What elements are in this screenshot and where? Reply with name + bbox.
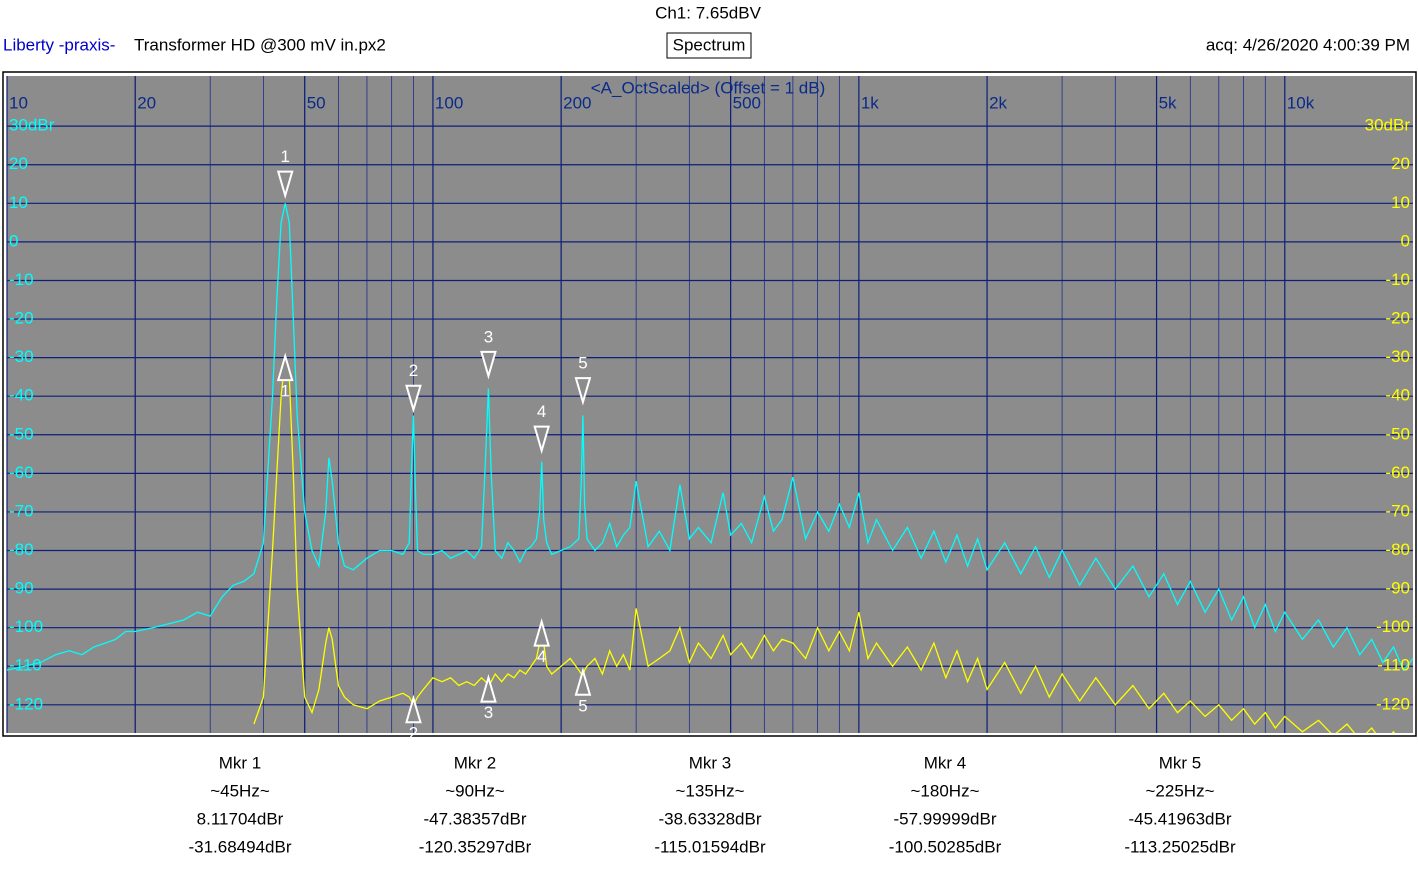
y2-tick-label: -90: [1385, 579, 1410, 598]
x-tick-label: 100: [435, 93, 463, 112]
y-tick-label: 10: [9, 193, 28, 212]
y-tick-label: 0: [9, 231, 18, 250]
marker-triangle: [276, 352, 294, 382]
marker-id: 3: [484, 327, 493, 346]
marker-freq: ~90Hz~: [445, 781, 505, 800]
marker-value: -57.99999dBr: [893, 809, 996, 828]
y2-tick-label: -110: [1377, 656, 1410, 675]
x-tick-label: 500: [733, 93, 761, 112]
marker-value: -38.63328dBr: [658, 809, 761, 828]
trace: [7, 203, 1413, 672]
x-tick-label: 10k: [1287, 93, 1315, 112]
chart-title: <A_OctScaled> (Offset = 1 dB): [591, 78, 826, 97]
x-tick-label: 200: [563, 93, 591, 112]
marker-name: Mkr 4: [924, 753, 967, 772]
mode[interactable]: Spectrum: [673, 35, 746, 54]
y-tick-label: -50: [9, 424, 34, 443]
marker-id: 4: [537, 647, 546, 666]
channel-level: Ch1: 7.65dBV: [655, 3, 762, 22]
marker-value: -113.25025dBr: [1124, 837, 1236, 856]
marker-id: 2: [409, 361, 418, 380]
x-tick-label: 5k: [1159, 93, 1177, 112]
marker-value: -115.01594dBr: [654, 837, 766, 856]
marker-freq: ~180Hz~: [911, 781, 980, 800]
y2-tick-label: -100: [1376, 617, 1410, 636]
marker-name: Mkr 3: [689, 753, 732, 772]
marker-value: -47.38357dBr: [423, 809, 526, 828]
marker-triangle: [574, 667, 592, 696]
marker-triangle: [276, 170, 294, 200]
marker-id: 5: [578, 696, 587, 715]
marker-value: -31.68494dBr: [188, 837, 291, 856]
x-tick-label: 2k: [989, 93, 1007, 112]
marker-id: 3: [484, 703, 493, 722]
y-tick-label: -80: [9, 540, 34, 559]
brand: Liberty -praxis-: [3, 35, 115, 54]
y-tick-label: -40: [9, 386, 34, 405]
marker-name: Mkr 1: [219, 753, 262, 772]
marker-triangle: [480, 674, 497, 703]
marker-value: 8.11704dBr: [197, 809, 284, 828]
y-tick-label: -100: [9, 617, 43, 636]
marker-id: 5: [578, 354, 587, 373]
grid: [6, 76, 1413, 733]
marker-triangle: [533, 425, 550, 455]
marker-id: 2: [409, 724, 418, 743]
marker-triangle: [405, 384, 422, 414]
y-tick-label: -90: [9, 579, 34, 598]
marker-value: -100.50285dBr: [889, 837, 1002, 856]
labels: 10 20 50 100 200 500 1k 2k 5k 10k30dBr20100-10-20…: [9, 93, 1410, 742]
y2-tick-label: 20: [1391, 154, 1410, 173]
marker-freq: ~225Hz~: [1146, 781, 1215, 800]
plot-area: [7, 76, 1413, 733]
y2-tick-label: -10: [1385, 270, 1410, 289]
acquired: acq: 4/26/2020 4:00:39 PM: [1206, 35, 1410, 54]
y2-tick-label: -30: [1385, 347, 1410, 366]
marker-id: 1: [280, 147, 289, 166]
x-tick-label: 50: [307, 93, 326, 112]
y2-tick-label: 10: [1391, 193, 1410, 212]
marker-triangle: [480, 350, 497, 380]
y-tick-label: -10: [9, 270, 34, 289]
y-tick-label: -120: [9, 694, 43, 713]
marker-freq: ~45Hz~: [210, 781, 270, 800]
y-tick-label: -110: [9, 656, 42, 675]
marker-triangle: [574, 377, 592, 406]
y2-tick-label: -40: [1385, 386, 1410, 405]
y2-tick-label: -50: [1385, 424, 1410, 443]
y-tick-label: -30: [9, 347, 34, 366]
y2-tick-label: 30dBr: [1365, 116, 1411, 135]
marker-value: -120.35297dBr: [419, 837, 532, 856]
y2-tick-label: -120: [1376, 694, 1410, 713]
file-name: Transformer HD @300 mV in.px2: [134, 35, 386, 54]
y-tick-label: -60: [9, 463, 34, 482]
marker-triangle: [405, 694, 422, 724]
y-tick-label: -20: [9, 309, 34, 328]
marker-value: -45.41963dBr: [1128, 809, 1231, 828]
mode-box[interactable]: [666, 32, 752, 59]
y2-tick-label: -70: [1385, 501, 1410, 520]
y2-tick-label: -20: [1385, 309, 1410, 328]
x-tick-label: 10: [9, 93, 28, 112]
y-tick-label: 20: [9, 154, 28, 173]
marker-freq: ~135Hz~: [676, 781, 745, 800]
y2-tick-label: -60: [1385, 463, 1410, 482]
traces: [7, 203, 1413, 733]
marker-table: Mkr 1 ~45Hz~ 8.11704dBr -31.68494dBr Mkr 2 ~9…: [188, 753, 1235, 856]
y2-tick-label: 0: [1401, 231, 1410, 250]
y-tick-label: -70: [9, 501, 34, 520]
marker-triangle: [533, 618, 550, 647]
trace: [253, 357, 1396, 733]
marker-name: Mkr 5: [1159, 753, 1202, 772]
y2-tick-label: -80: [1385, 540, 1410, 559]
y-tick-label: 30dBr: [9, 116, 55, 135]
x-tick-label: 20: [137, 93, 156, 112]
x-tick-label: 1k: [861, 93, 879, 112]
marker-id: 4: [537, 402, 546, 421]
marker-id: 1: [280, 382, 289, 401]
marker-name: Mkr 2: [454, 753, 497, 772]
